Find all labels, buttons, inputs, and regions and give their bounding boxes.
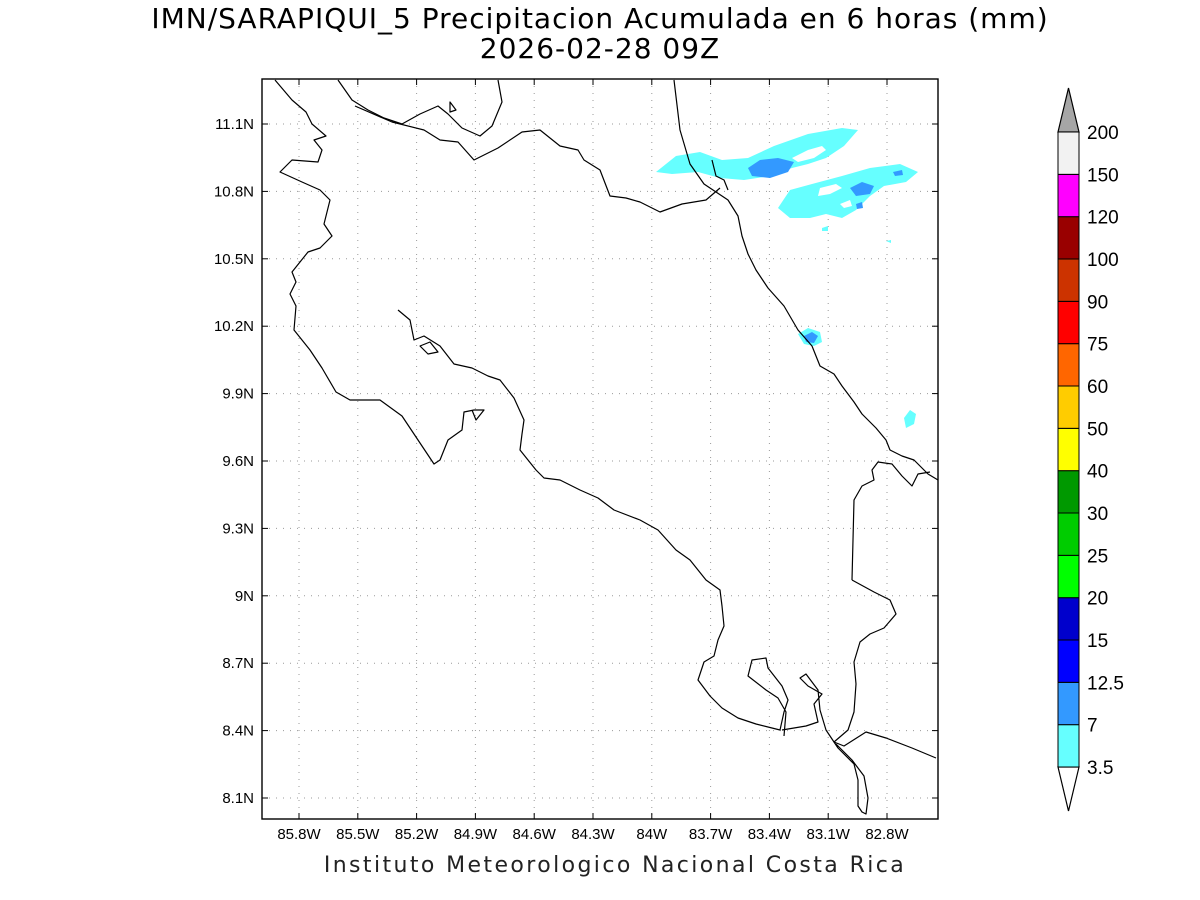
colorbar-level-label: 30 [1087, 504, 1108, 525]
lon-label: 82.8W [865, 826, 909, 843]
lat-label: 11.1N [215, 116, 254, 133]
colorbar-level-label: 12.5 [1087, 673, 1124, 694]
lon-label: 84.6W [513, 826, 557, 843]
colorbar-over-triangle [1057, 87, 1080, 133]
lat-label: 8.4N [222, 723, 254, 740]
lon-label: 85.8W [277, 826, 321, 843]
caribbean-coast [673, 79, 939, 481]
panama-coast-south [833, 579, 937, 759]
colorbar-level-label: 25 [1087, 546, 1108, 567]
colorbar-level-label: 150 [1087, 165, 1119, 186]
colorbar-swatch [1057, 131, 1080, 175]
colorbar-swatch [1057, 470, 1080, 514]
precip-area-3.5 [904, 410, 916, 428]
colorbar-level-label: 60 [1087, 377, 1108, 398]
lat-label: 9.9N [222, 386, 254, 403]
colorbar-level-label: 7 [1087, 716, 1098, 737]
lat-label: 8.7N [222, 655, 254, 672]
map-title: IMN/SARAPIQUI_5 Precipitacion Acumulada … [151, 2, 1049, 35]
river-san-juan-delta [711, 159, 729, 191]
lon-label: 84W [636, 826, 668, 843]
colorbar-swatch [1057, 216, 1080, 260]
nicaragua-border [354, 105, 721, 213]
lon-label: 84.9W [454, 826, 498, 843]
lat-label: 9N [235, 588, 254, 605]
gridlines [262, 79, 938, 819]
precipitation-areas [656, 128, 918, 428]
lon-label: 83.7W [689, 826, 733, 843]
coastline-borders [274, 79, 939, 815]
colorbar-level-label: 15 [1087, 631, 1108, 652]
colorbar-level-label: 120 [1087, 208, 1119, 229]
precip-area-7 [893, 170, 903, 176]
lat-label: 8.1N [222, 790, 254, 807]
colorbar-level-label: 3.5 [1087, 758, 1113, 779]
lat-label: 9.3N [222, 520, 254, 537]
colorbar-swatch [1057, 554, 1080, 599]
longitude-axis: 85.8W 85.5W 85.2W 84.9W 84.6W 84.3W 84W 83.7W 83… [277, 79, 910, 843]
colorbar-swatch [1057, 639, 1080, 683]
colorbar-level-label: 75 [1087, 335, 1108, 356]
gulf-nicoya [397, 309, 789, 737]
precip-area-7 [850, 182, 874, 196]
colorbar-level-label: 90 [1087, 292, 1108, 313]
colorbar-swatch [1057, 427, 1080, 472]
lon-label: 83.4W [748, 826, 792, 843]
pacific-coast-north [274, 79, 485, 465]
panama-border [851, 461, 931, 581]
colorbar-level-label: 40 [1087, 462, 1108, 483]
colorbar-swatch [1057, 173, 1080, 218]
colorbar-under-triangle [1057, 766, 1080, 812]
lon-label: 85.5W [336, 826, 380, 843]
colorbar-swatch [1057, 724, 1080, 768]
colorbar-swatch [1057, 385, 1080, 429]
colorbar-level-label: 50 [1087, 419, 1108, 440]
latitude-axis: 11.1N 10.8N 10.5N 10.2N 9.9N 9.6N 9.3N 9N 8.7N 8.… [214, 116, 938, 807]
colorbar-swatch [1057, 343, 1080, 387]
colorbar-level-label: 20 [1087, 589, 1108, 610]
nicaragua-coast-north [337, 79, 503, 137]
colorbar-level-label: 200 [1087, 123, 1119, 144]
precip-area-3.5 [778, 164, 918, 218]
precip-area-7 [748, 158, 794, 178]
osa-peninsula [781, 673, 869, 815]
map-subtitle: 2026-02-28 09Z [479, 32, 721, 65]
colorbar-swatch [1057, 681, 1080, 726]
precip-area-3.5 [886, 240, 891, 243]
lat-label: 10.2N [214, 318, 254, 335]
colorbar-swatch [1057, 300, 1080, 345]
lon-label: 84.3W [571, 826, 615, 843]
colorbar-level-label: 100 [1087, 250, 1119, 271]
precip-area-3.5 [822, 226, 828, 231]
lat-label: 10.8N [214, 183, 254, 200]
colorbar-swatch [1057, 512, 1080, 556]
lat-label: 9.6N [222, 453, 254, 470]
lat-label: 10.5N [214, 251, 254, 268]
lake-outline [449, 101, 457, 113]
colorbar-swatch [1057, 258, 1080, 302]
colorbar-swatch [1057, 597, 1080, 641]
colorbar: 3.5 7 12.5 15 20 25 30 40 50 60 75 90 100 120 150 200 [1057, 87, 1124, 812]
lon-label: 85.2W [395, 826, 439, 843]
precip-area-3.5 [656, 128, 858, 180]
footer-credit: Instituto Meteorologico Nacional Costa R… [323, 853, 907, 878]
nicoya-island [419, 341, 439, 355]
precip-area-7 [856, 202, 863, 209]
lon-label: 83.1W [807, 826, 851, 843]
plot-frame [261, 78, 939, 820]
